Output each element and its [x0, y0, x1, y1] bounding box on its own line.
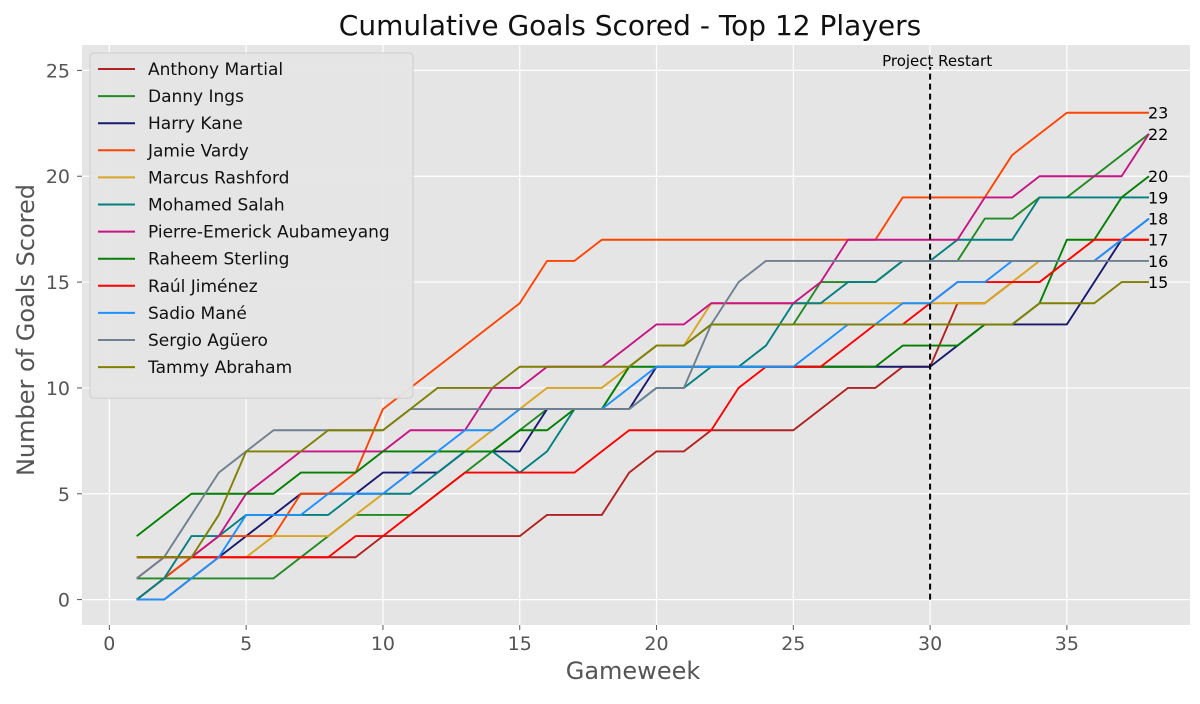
x-tick-label: 10 — [371, 633, 395, 655]
y-tick-label: 20 — [46, 166, 70, 188]
y-tick-label: 15 — [46, 272, 70, 294]
legend-label: Marcus Rashford — [148, 168, 289, 188]
end-value-label: 22 — [1148, 125, 1168, 144]
end-value-label: 17 — [1148, 231, 1168, 250]
annotation: Project Restart — [882, 52, 992, 600]
series-line — [136, 217, 1150, 601]
end-value-label: 19 — [1148, 188, 1168, 207]
y-axis-label: Number of Goals Scored — [12, 184, 40, 476]
x-tick-label: 5 — [240, 633, 252, 655]
legend-label: Mohamed Salah — [148, 196, 285, 216]
axis-ticks: 0 5 10 15 20 25 30 35 0 5 10 15 20 25 — [46, 60, 1079, 655]
x-tick-label: 30 — [918, 633, 942, 655]
series-line — [136, 133, 1150, 580]
legend-label: Harry Kane — [148, 114, 243, 134]
end-value-label: 20 — [1148, 167, 1168, 186]
x-tick-label: 25 — [781, 633, 805, 655]
x-axis-label: Gameweek — [566, 657, 701, 685]
legend-label: Tammy Abraham — [147, 358, 292, 378]
legend-label: Sadio Mané — [148, 304, 247, 324]
legend-label: Jamie Vardy — [147, 141, 249, 161]
y-tick-label: 10 — [46, 378, 70, 400]
end-value-label: 23 — [1148, 104, 1168, 123]
legend-label: Anthony Martial — [148, 60, 283, 80]
series-lines — [136, 111, 1150, 601]
y-tick-label: 5 — [58, 484, 70, 506]
legend-label: Raúl Jiménez — [148, 277, 258, 297]
legend: Anthony Martial Danny Ings Harry Kane Jamie… — [89, 52, 414, 399]
project-restart-label: Project Restart — [882, 52, 992, 70]
y-tick-label: 0 — [58, 590, 70, 612]
y-tick-label: 25 — [46, 60, 70, 82]
legend-label: Sergio Agüero — [148, 331, 268, 351]
legend-box — [89, 52, 414, 399]
x-tick-label: 0 — [103, 633, 115, 655]
series-line — [136, 175, 1150, 537]
x-tick-label: 20 — [644, 633, 668, 655]
end-value-label: 15 — [1148, 273, 1168, 292]
chart-title: Cumulative Goals Scored - Top 12 Players — [339, 9, 921, 42]
legend-label: Raheem Sterling — [148, 250, 289, 270]
series-line — [136, 111, 1149, 601]
legend-label: Danny Ings — [148, 87, 244, 107]
legend-label: Pierre-Emerick Aubameyang — [148, 223, 390, 243]
x-tick-label: 15 — [508, 633, 532, 655]
x-tick-label: 35 — [1055, 633, 1079, 655]
end-value-labels: 23 22 20 19 18 17 16 15 — [1148, 104, 1168, 292]
series-line — [136, 259, 1149, 580]
end-value-label: 18 — [1148, 210, 1168, 229]
end-value-label: 16 — [1148, 252, 1168, 271]
series-line — [136, 281, 1149, 559]
